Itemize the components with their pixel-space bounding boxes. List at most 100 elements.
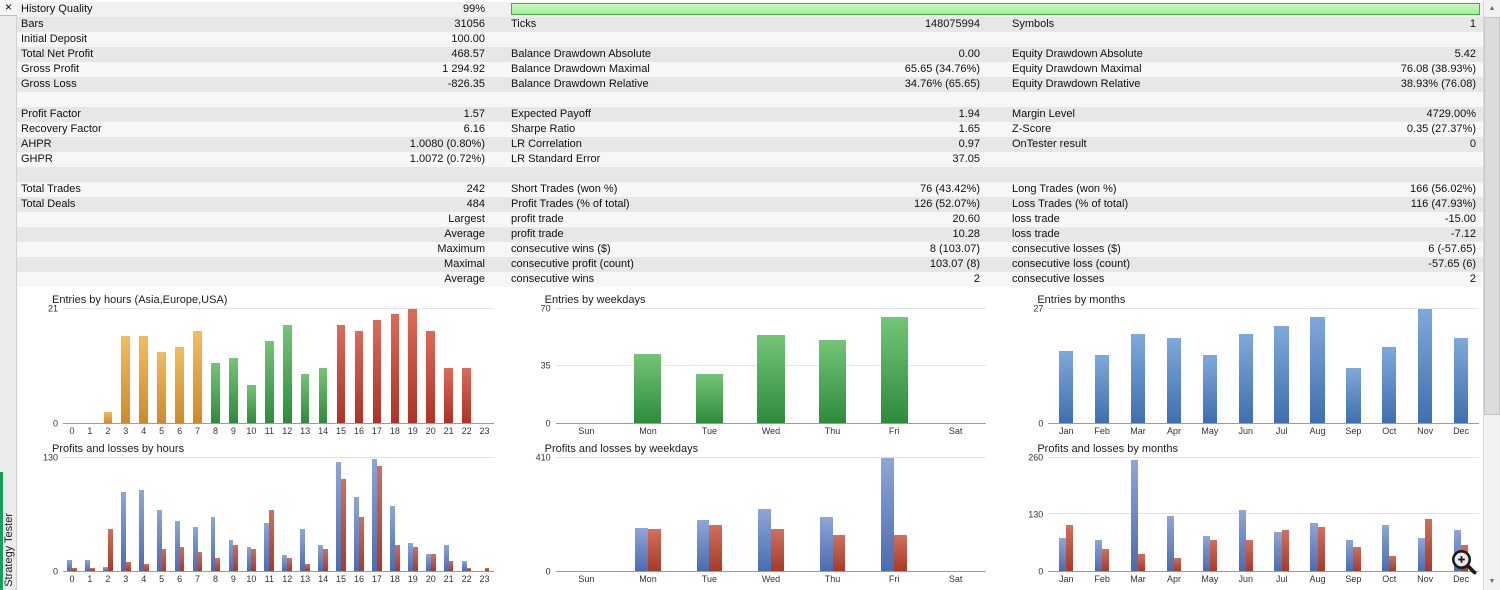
zoom-icon[interactable]: [1448, 546, 1480, 578]
bar-slot: [81, 458, 99, 571]
stat-value: 1: [1469, 18, 1476, 30]
x-axis-label: 6: [177, 574, 183, 584]
stat-cell: Long Trades (won %) 166 (56.02%): [985, 182, 1483, 197]
bar: [192, 527, 198, 571]
bar: [484, 568, 490, 571]
stat-label: Expected Payoff: [511, 108, 591, 120]
stats-row: Average profit trade 10.28 loss trade -7.12: [17, 227, 1483, 242]
stats-row: Initial Deposit 100.00: [17, 32, 1483, 47]
gridline: [555, 456, 987, 458]
bar: [1317, 527, 1325, 571]
bar-slot: [440, 458, 458, 571]
stat-label: Symbols: [1012, 18, 1055, 30]
stat-value: 1.57: [463, 108, 485, 120]
x-axis-label: 15: [336, 574, 347, 584]
bar: [1418, 309, 1433, 423]
bar: [318, 544, 324, 571]
history-quality-bar-wrap: [490, 2, 1483, 17]
bar: [1102, 549, 1110, 571]
bar: [758, 508, 772, 571]
gridline: [63, 456, 494, 458]
bar-slot: [679, 458, 741, 571]
x-axis-label: 2: [105, 574, 111, 584]
bar-slot: [1335, 458, 1371, 571]
y-axis: 260 130 0: [1022, 453, 1048, 577]
stat-label: Balance Drawdown Absolute: [511, 48, 652, 60]
stat-label: Equity Drawdown Maximal: [1012, 63, 1142, 75]
stat-label: Sharpe Ratio: [511, 123, 576, 135]
bar: [300, 373, 310, 423]
x-axis-label: 13: [300, 425, 311, 436]
x-axis-label: 14: [318, 425, 329, 436]
stat-label: LR Correlation: [511, 138, 582, 150]
stat-value: 6.16: [463, 123, 485, 135]
bar-slot: [1192, 458, 1228, 571]
bar-slot: [422, 458, 440, 571]
bar: [233, 544, 239, 571]
plot-area: [555, 456, 987, 572]
close-button[interactable]: ×: [0, 0, 17, 16]
stat-cell: Margin Level 4729.00%: [985, 107, 1483, 122]
stat-label: AHPR: [21, 138, 52, 150]
scroll-up-icon[interactable]: ▲: [1488, 5, 1496, 12]
stat-value: 166 (56.02%): [1409, 183, 1476, 195]
gridline: [1048, 456, 1479, 458]
x-axis-label: 1: [87, 425, 93, 436]
bar: [412, 546, 418, 571]
bar-slot: [278, 458, 296, 571]
x-axis-label: Jul: [1275, 425, 1288, 436]
y-axis-tick: 0: [52, 566, 58, 577]
stat-value: 20.60: [952, 213, 980, 225]
bar: [819, 339, 847, 423]
bar-slot: [242, 458, 260, 571]
vertical-scrollbar[interactable]: ▲ ▼: [1483, 0, 1500, 590]
stat-cell: Gross Loss -826.35: [17, 77, 490, 92]
bar: [430, 553, 436, 571]
stat-label: consecutive loss (count): [1012, 258, 1130, 270]
bar-slot: [1156, 309, 1192, 423]
scroll-down-icon[interactable]: ▼: [1488, 578, 1496, 585]
x-axis-label: Mar: [1130, 425, 1146, 436]
stat-value: [1476, 32, 1483, 47]
bar-slot: [556, 309, 618, 423]
bar-slot: [1084, 458, 1120, 571]
stat-value: 0.97: [958, 138, 980, 150]
bar-slot: [679, 309, 741, 423]
stat-value: 4729.00%: [1426, 108, 1476, 120]
scrollbar-thumb[interactable]: [1484, 17, 1500, 415]
stat-cell: loss trade -15.00: [985, 212, 1483, 227]
y-axis-tick: 70: [540, 303, 551, 314]
stat-cell: consecutive wins ($) 8 (103.07): [490, 242, 985, 257]
bar-slot: [368, 458, 386, 571]
stat-value: Largest: [448, 213, 485, 225]
bar: [880, 317, 908, 423]
y-axis-tick: 410: [535, 452, 551, 462]
stat-label: [17, 257, 21, 272]
bar: [71, 568, 77, 571]
stat-cell: [985, 32, 1483, 47]
bar: [354, 496, 359, 571]
bar-slot: [1228, 309, 1264, 423]
gridline: [63, 308, 494, 309]
bar: [372, 459, 377, 571]
stat-value: -7.12: [1450, 228, 1476, 240]
stat-label: Z-Score: [1012, 123, 1052, 135]
stat-cell: profit trade 20.60: [490, 212, 985, 227]
x-axis-label: 17: [371, 425, 382, 436]
stat-label: profit trade: [511, 213, 564, 225]
bar: [376, 466, 382, 571]
strategy-tester-tab[interactable]: Strategy Tester: [0, 513, 17, 587]
stat-label: Gross Profit: [21, 63, 80, 75]
x-axis-label: 10: [246, 574, 257, 584]
bar: [408, 309, 418, 423]
bar-slot: [1371, 309, 1407, 423]
stat-value: 148075994: [924, 18, 980, 30]
stat-cell: GHPR 1.0072 (0.72%): [17, 152, 490, 167]
stat-cell: [17, 92, 490, 107]
stat-value: 0.00: [958, 48, 980, 60]
bar-slot: [260, 309, 278, 423]
x-axis-label: 14: [318, 574, 329, 584]
bar: [103, 566, 108, 571]
x-axis: Sun Mon Tue Wed Thu Fri Sat: [530, 424, 987, 437]
